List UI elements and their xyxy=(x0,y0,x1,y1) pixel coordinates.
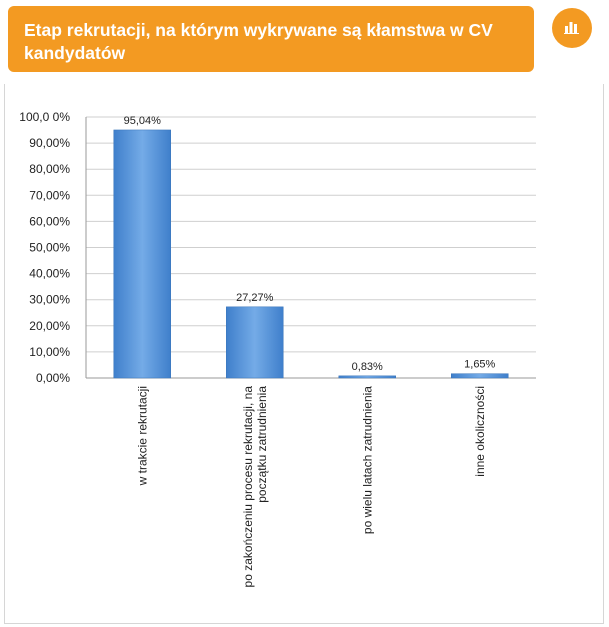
y-tick-label: 60,00% xyxy=(29,214,70,228)
chart-title-banner: Etap rekrutacji, na którym wykrywane są … xyxy=(8,6,534,72)
bar xyxy=(451,373,509,379)
y-tick-label: 80,00% xyxy=(29,162,70,176)
data-label: 95,04% xyxy=(124,115,162,127)
x-tick-label: po wielu latach zatrudnienia xyxy=(360,386,374,534)
y-tick-label: 70,00% xyxy=(29,188,70,202)
y-tick-label: 40,00% xyxy=(29,267,70,281)
data-label: 1,65% xyxy=(464,359,495,371)
x-tick-label-line: inne okoliczności xyxy=(473,386,487,477)
y-tick-label: 10,00% xyxy=(29,345,70,359)
y-tick-label: 100,0 0% xyxy=(19,110,70,124)
bar xyxy=(226,306,284,379)
page-title: Etap rekrutacji, na którym wykrywane są … xyxy=(24,20,493,63)
y-tick-label: 90,00% xyxy=(29,136,70,150)
y-tick-label: 50,00% xyxy=(29,241,70,255)
data-label: 0,83% xyxy=(352,361,383,373)
bar xyxy=(113,129,171,379)
x-tick-label-line: początku zatrudnienia xyxy=(255,386,269,503)
x-tick-label-line: po zakończeniu procesu rekrutacji, na xyxy=(241,386,255,588)
x-tick-label-line: w trakcie rekrutacji xyxy=(135,386,149,486)
x-tick-label: po zakończeniu procesu rekrutacji, na poc… xyxy=(241,386,269,588)
x-tick-label: inne okoliczności xyxy=(473,386,487,477)
y-tick-label: 0,00% xyxy=(36,371,70,385)
y-tick-label: 20,00% xyxy=(29,319,70,333)
y-tick-label: 30,00% xyxy=(29,293,70,307)
bar xyxy=(338,375,396,379)
chart-frame xyxy=(4,84,604,624)
data-label: 27,27% xyxy=(236,292,274,304)
x-tick-label: w trakcie rekrutacji xyxy=(135,386,149,486)
x-tick-label-line: po wielu latach zatrudnienia xyxy=(360,386,374,534)
bar-chart-icon xyxy=(563,18,581,39)
chart-button[interactable] xyxy=(552,8,592,48)
